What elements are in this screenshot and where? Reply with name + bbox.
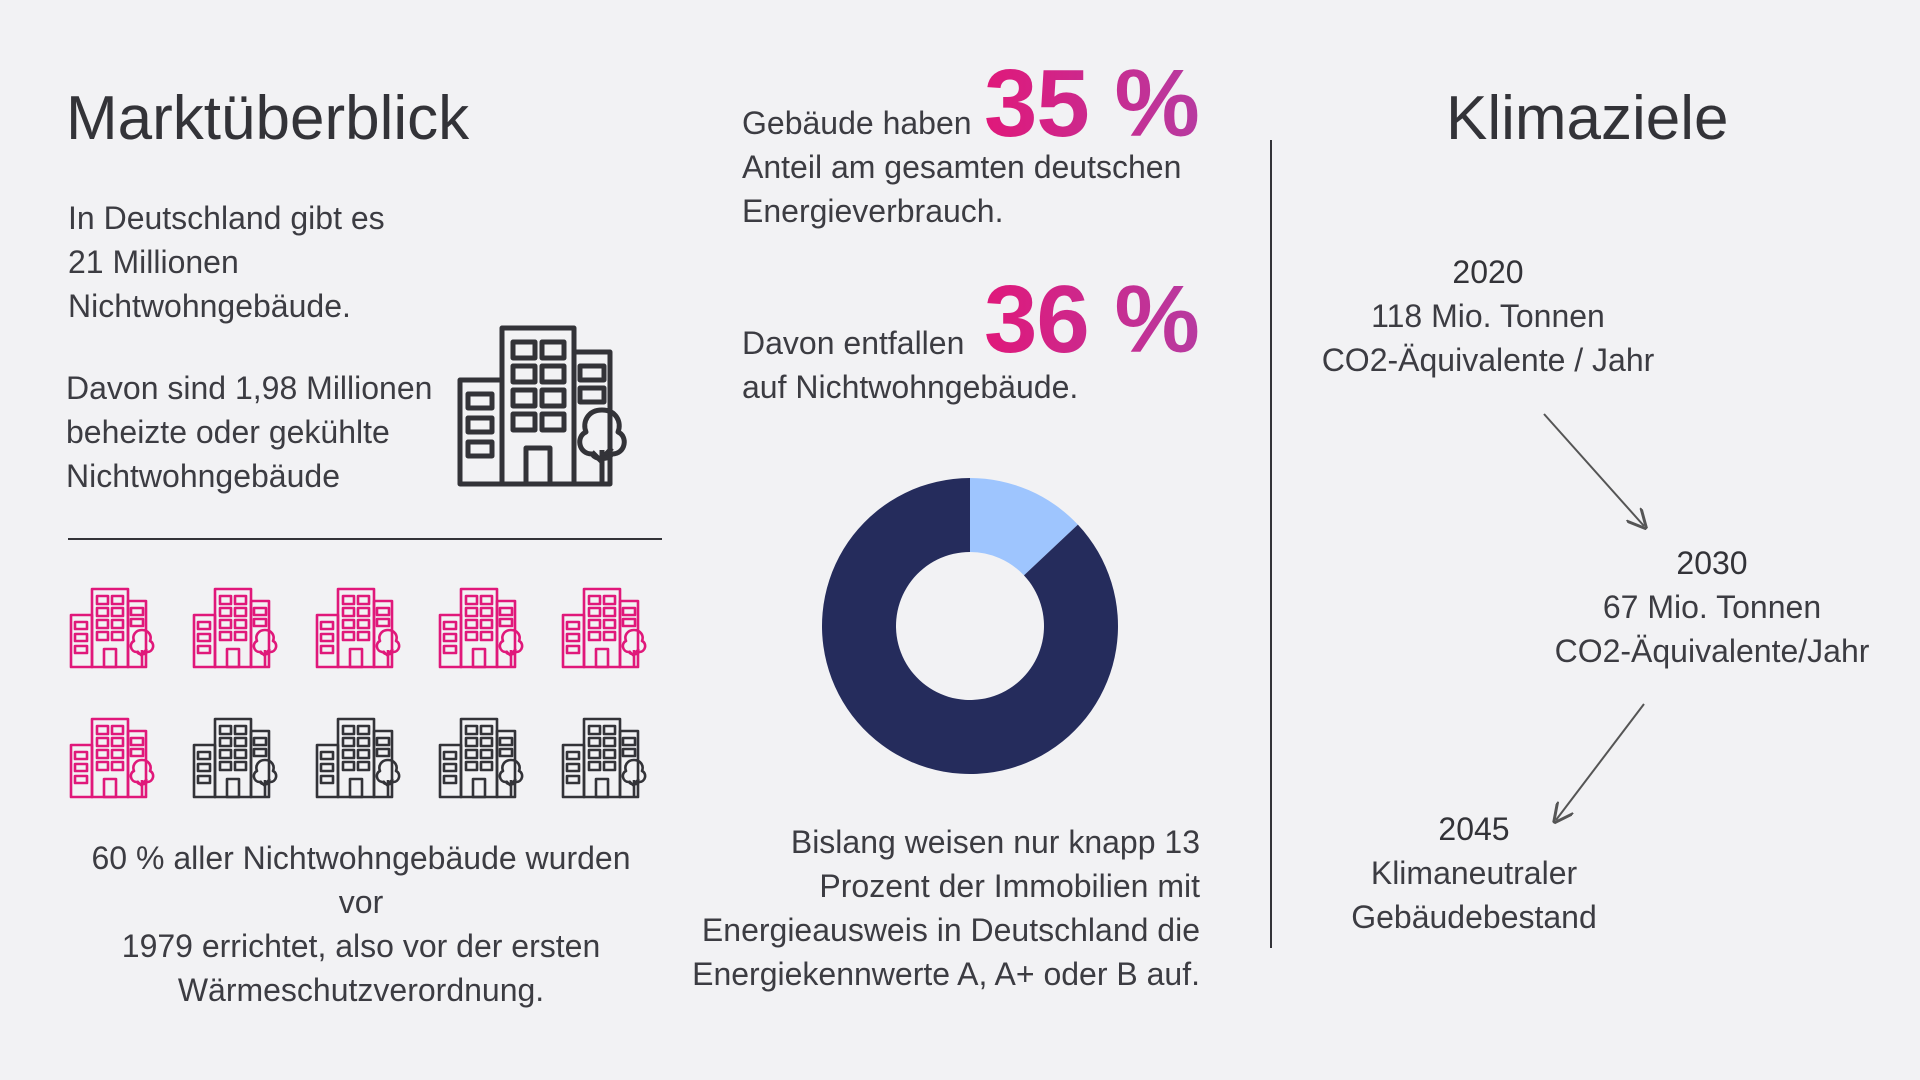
sub-line-2: beheizte oder gekühlte: [66, 414, 390, 450]
building-highlighted-icon: [314, 586, 410, 675]
right-divider: [1270, 140, 1272, 948]
stat1-lead: Gebäude haben: [742, 105, 972, 141]
intro-line-1: In Deutschland gibt es: [68, 200, 385, 236]
stat1-text: Anteil am gesamten deutschen Energieverb…: [742, 145, 1181, 233]
target-2020-line-1: 118 Mio. Tonnen: [1371, 298, 1605, 334]
year-2030: 2030: [1676, 545, 1748, 581]
stat2-lead: Davon entfallen: [742, 325, 965, 361]
mid-footer-line-1: Bislang weisen nur knapp 13: [790, 824, 1200, 860]
sub-line-1: Davon sind 1,98 Millionen: [66, 370, 433, 406]
mid-footer-line-2: Prozent der Immobilien mit: [819, 868, 1200, 904]
footer-line-3: Wärmeschutzverordnung.: [177, 972, 545, 1008]
intro-line-3: Nichtwohngebäude.: [68, 288, 351, 324]
intro-text: In Deutschland gibt es 21 Millionen Nich…: [68, 196, 385, 328]
target-2030: 2030 67 Mio. Tonnen CO2-Äquivalente/Jahr: [1512, 541, 1912, 673]
energy-class-donut-chart: [822, 478, 1118, 774]
target-2030-line-2: CO2-Äquivalente/Jahr: [1554, 633, 1870, 669]
stat2-value: 36 %: [984, 266, 1200, 373]
target-2020-line-2: CO2-Äquivalente / Jahr: [1321, 342, 1655, 378]
building-icon: [560, 716, 656, 805]
building-highlighted-icon: [437, 586, 533, 675]
target-2045-line-1: Klimaneutraler: [1370, 855, 1578, 891]
stat2-text: auf Nichtwohngebäude.: [742, 365, 1078, 409]
arrow-2020-to-2030-icon: [1543, 413, 1680, 540]
building-highlighted-icon: [191, 586, 287, 675]
target-2030-line-1: 67 Mio. Tonnen: [1602, 589, 1822, 625]
stat2-line-1: auf Nichtwohngebäude.: [742, 369, 1079, 405]
building-icon: [314, 716, 410, 805]
heated-buildings-text: Davon sind 1,98 Millionen beheizte oder …: [66, 366, 432, 498]
building-icon: [437, 716, 533, 805]
target-2045-line-2: Gebäudebestand: [1351, 899, 1597, 935]
building-icon: [191, 716, 287, 805]
year-2045: 2045: [1438, 811, 1510, 847]
market-overview-title: Marktüberblick: [66, 84, 470, 153]
footer-line-2: 1979 errichtet, also vor der ersten: [121, 928, 601, 964]
stat1-value: 35 %: [984, 50, 1200, 157]
energy-certificate-text: Bislang weisen nur knapp 13 Prozent der …: [690, 820, 1200, 996]
stat1-line-1: Anteil am gesamten deutschen: [742, 149, 1182, 185]
building-highlighted-icon: [560, 586, 656, 675]
footer-line-1: 60 % aller Nichtwohngebäude wurden vor: [91, 840, 631, 920]
building-highlighted-icon: [68, 586, 164, 675]
target-2045: 2045 Klimaneutraler Gebäudebestand: [1274, 807, 1674, 939]
left-divider: [68, 538, 662, 540]
intro-line-2: 21 Millionen: [68, 244, 239, 280]
donut-slice-0: [970, 478, 1078, 576]
target-2020: 2020 118 Mio. Tonnen CO2-Äquivalente / J…: [1288, 250, 1688, 382]
building-highlighted-icon: [68, 716, 164, 805]
climate-goals-title: Klimaziele: [1446, 84, 1729, 153]
building-icon-grid: [68, 586, 668, 804]
mid-footer-line-4: Energiekennwerte A, A+ oder B auf.: [692, 956, 1200, 992]
construction-year-text: 60 % aller Nichtwohngebäude wurden vor 1…: [68, 836, 654, 1012]
year-2020: 2020: [1452, 254, 1524, 290]
building-with-tree-icon: [456, 322, 646, 490]
donut-slice-1: [822, 478, 1118, 774]
mid-footer-line-3: Energieausweis in Deutschland die: [701, 912, 1200, 948]
sub-line-3: Nichtwohngebäude: [66, 458, 340, 494]
stat1-line-2: Energieverbrauch.: [742, 193, 1004, 229]
arrow-2030-to-2045-icon: [1540, 703, 1645, 830]
